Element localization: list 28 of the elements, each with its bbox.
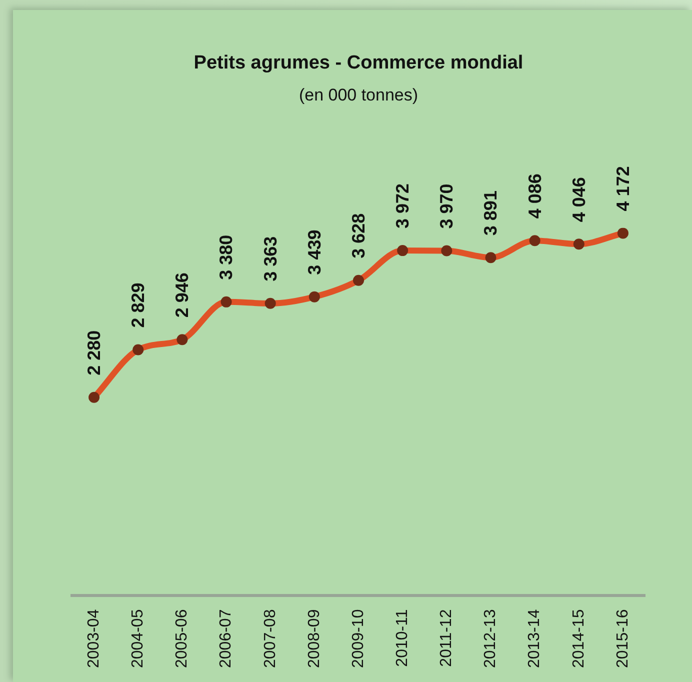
chart-title: Petits agrumes - Commerce mondial [194, 52, 524, 74]
data-label: 3 380 [216, 234, 236, 280]
data-label: 3 891 [480, 190, 501, 236]
chart-subtitle: (en 000 tonnes) [298, 86, 418, 105]
x-tick-label: 2013-14 [526, 609, 544, 668]
data-label: 3 628 [348, 213, 368, 258]
x-tick-label: 2007-08 [262, 609, 279, 668]
x-tick-label: 2010-11 [394, 609, 411, 667]
data-label: 4 086 [524, 174, 545, 219]
x-tick-label: 2009-10 [350, 609, 367, 668]
x-tick-label: 2006-07 [218, 609, 235, 668]
data-label: 3 972 [392, 184, 413, 229]
data-label: 3 970 [436, 184, 457, 229]
x-tick-label: 2015-16 [614, 609, 632, 668]
data-label: 4 172 [612, 166, 633, 212]
data-label: 4 046 [568, 177, 589, 222]
data-label: 2 280 [84, 330, 104, 376]
data-label: 2 946 [172, 272, 192, 318]
x-tick-label: 2011-12 [438, 609, 456, 667]
x-tick-label: 2014-15 [570, 609, 588, 668]
x-tick-label: 2003-04 [85, 609, 102, 668]
data-label: 2 829 [128, 282, 148, 328]
data-label: 3 439 [304, 230, 324, 275]
x-tick-label: 2012-13 [482, 609, 500, 668]
x-tick-label: 2005-06 [174, 609, 191, 668]
x-tick-label: 2004-05 [130, 609, 147, 668]
x-tick-label: 2008-09 [306, 609, 323, 668]
data-label: 3 363 [260, 236, 280, 282]
